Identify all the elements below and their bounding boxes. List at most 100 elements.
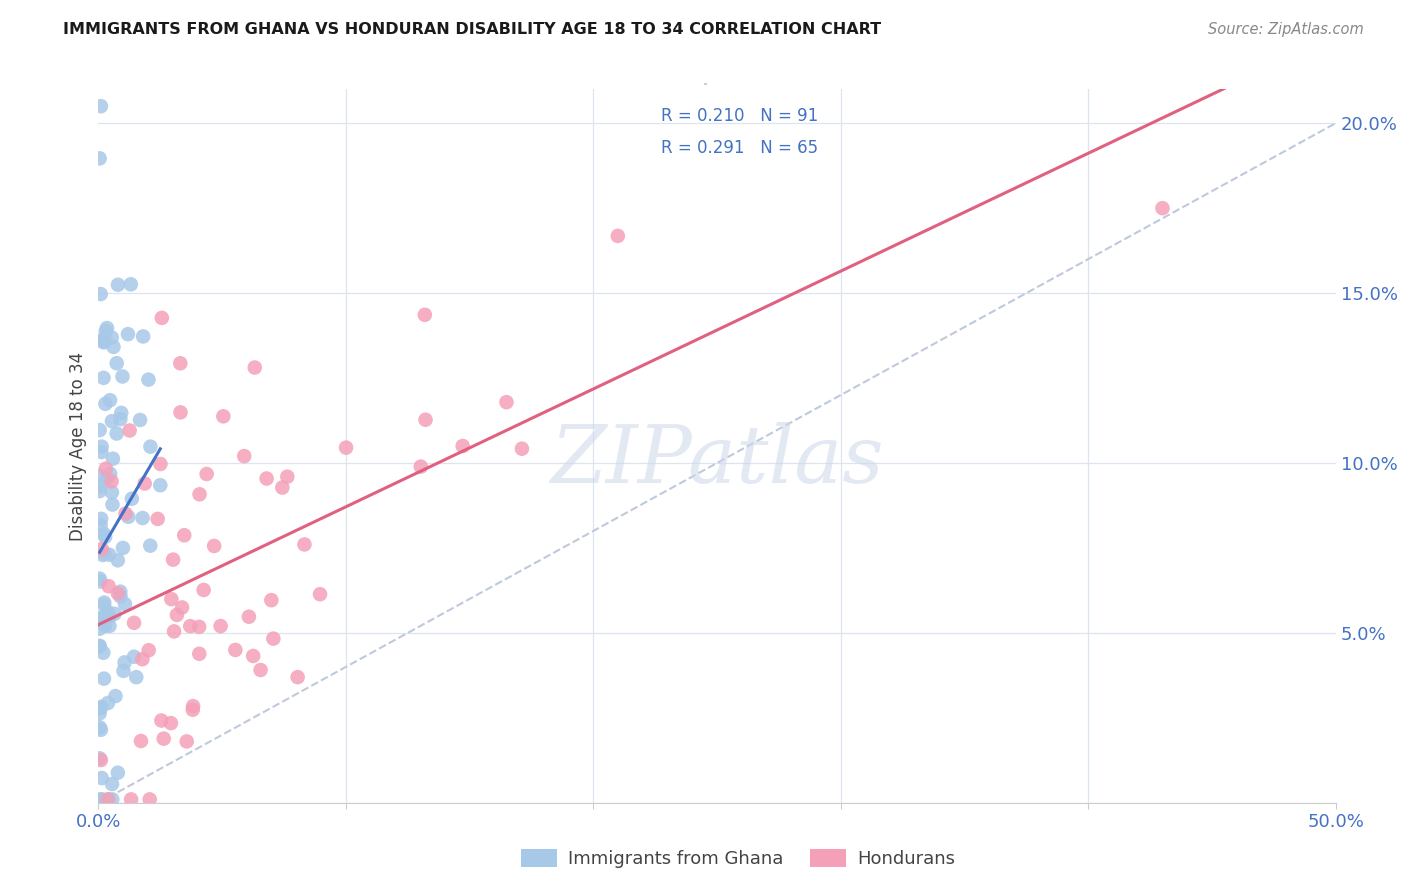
Point (110, 412, 132, 426)
Point (93, 672, 115, 686)
Point (122, 649, 145, 664)
Text: R = 0.210   N = 91: R = 0.210 N = 91 (661, 107, 818, 125)
Point (139, 539, 162, 553)
Point (110, 406, 132, 420)
Point (94, 324, 117, 338)
Point (335, 441, 357, 455)
Point (93, 335, 115, 350)
Point (166, 607, 188, 622)
Point (111, 541, 134, 555)
Point (188, 620, 211, 634)
Point (173, 528, 195, 542)
Point (160, 592, 183, 607)
Point (96, 321, 118, 335)
Text: ZIPatlas: ZIPatlas (550, 422, 884, 499)
Legend: Immigrants from Ghana, Hondurans: Immigrants from Ghana, Hondurans (522, 849, 955, 868)
Point (510, 442, 533, 456)
Point (90, 518, 112, 533)
Point (114, 597, 136, 611)
Point (260, 593, 283, 607)
Point (134, 476, 156, 491)
Point (103, 340, 125, 354)
Point (101, 777, 124, 791)
Point (89, 640, 111, 654)
Point (152, 731, 174, 746)
Point (138, 792, 160, 806)
Point (90, 542, 112, 557)
Point (93, 371, 115, 385)
Point (93, 616, 115, 631)
Point (1152, 201, 1174, 215)
Point (89, 572, 111, 586)
Point (90, 723, 112, 737)
Point (90, 699, 112, 714)
Point (209, 619, 232, 633)
Point (89, 701, 111, 715)
Point (89, 622, 111, 636)
Point (169, 405, 191, 419)
Point (97, 579, 120, 593)
Point (149, 478, 172, 492)
Point (202, 539, 225, 553)
Point (415, 413, 437, 427)
Point (93, 334, 115, 349)
Point (90, 440, 112, 454)
Point (89, 574, 111, 589)
Point (249, 663, 271, 677)
Point (94, 530, 117, 544)
Point (98, 548, 121, 562)
Point (93, 596, 115, 610)
Point (89, 792, 111, 806)
Point (90, 611, 112, 625)
Legend:  (704, 83, 706, 85)
Point (98, 619, 121, 633)
Point (89, 639, 111, 653)
Point (90, 445, 112, 459)
Point (150, 310, 173, 325)
Point (131, 652, 153, 666)
Point (94, 461, 117, 475)
Point (91, 792, 114, 806)
Point (114, 507, 136, 521)
Point (242, 648, 264, 663)
Point (120, 277, 142, 292)
Point (160, 716, 183, 731)
Point (129, 734, 152, 748)
Point (163, 624, 186, 639)
Point (112, 664, 135, 678)
Point (256, 471, 278, 485)
Point (139, 440, 162, 454)
Point (98, 393, 121, 408)
Point (287, 670, 309, 684)
Point (96, 605, 118, 619)
Point (224, 643, 246, 657)
Point (162, 552, 184, 566)
Point (98, 467, 121, 481)
Point (101, 792, 124, 806)
Point (100, 330, 122, 344)
Point (91, 333, 114, 347)
Point (413, 308, 436, 322)
Point (138, 643, 160, 657)
Point (451, 439, 474, 453)
Point (149, 457, 172, 471)
Point (110, 590, 132, 604)
Point (110, 584, 132, 599)
Point (94, 618, 117, 632)
Y-axis label: Disability Age 18 to 34: Disability Age 18 to 34 (69, 351, 87, 541)
Point (129, 413, 152, 427)
Point (98, 610, 121, 624)
Point (150, 714, 173, 728)
Point (100, 475, 122, 489)
Point (606, 228, 628, 243)
Point (409, 459, 432, 474)
Point (120, 792, 142, 806)
Point (89, 720, 111, 734)
Point (117, 509, 139, 524)
Point (91, 548, 114, 562)
Point (188, 647, 211, 661)
Point (93, 331, 115, 345)
Point (122, 615, 145, 630)
Point (97, 792, 120, 806)
Point (91, 646, 114, 660)
